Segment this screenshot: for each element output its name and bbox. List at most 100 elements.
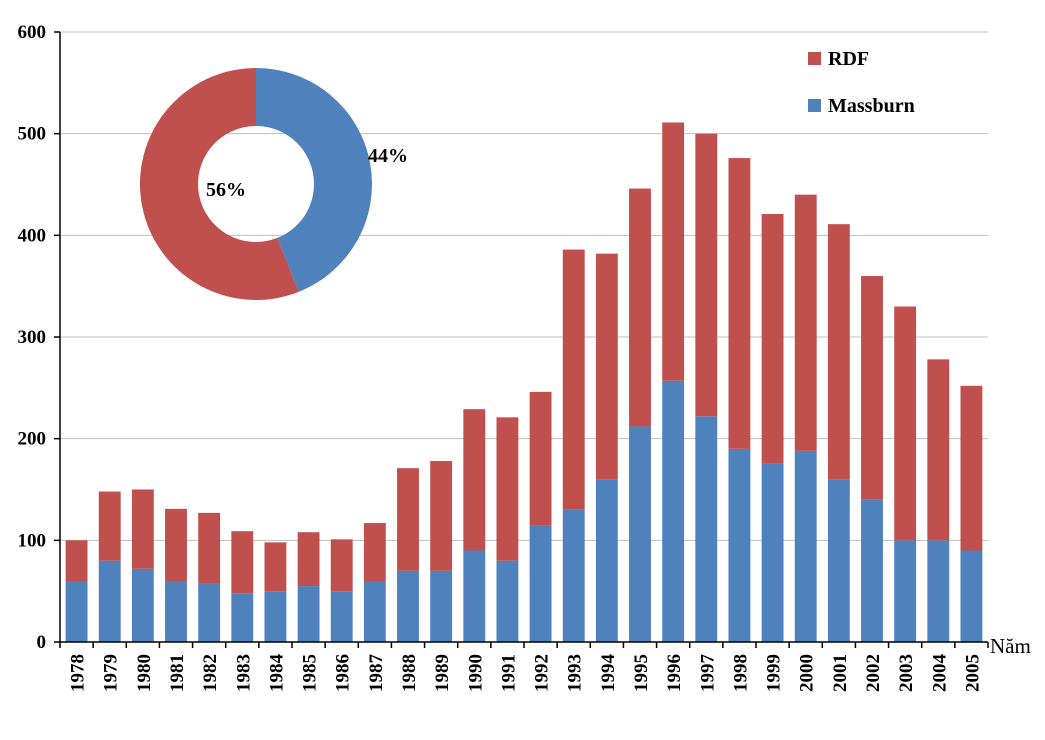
bar-rdf-2001 bbox=[827, 224, 850, 480]
x-tick-label: 1978 bbox=[68, 654, 89, 692]
x-tick-label: 1983 bbox=[233, 654, 254, 692]
x-tick-label: 1998 bbox=[730, 654, 751, 692]
x-tick-label: 2000 bbox=[797, 654, 818, 692]
donut-label-rdf: 56% bbox=[206, 179, 246, 201]
bar-rdf-1996 bbox=[662, 122, 685, 381]
x-tick-label: 1987 bbox=[366, 654, 387, 693]
bar-rdf-1981 bbox=[165, 508, 187, 581]
x-tick-label: 1999 bbox=[764, 654, 785, 692]
bar-massburn-1981 bbox=[165, 581, 187, 642]
bar-massburn-1989 bbox=[430, 570, 453, 642]
bar-massburn-1993 bbox=[562, 509, 585, 642]
bar-rdf-1999 bbox=[761, 213, 784, 464]
bar-rdf-1985 bbox=[297, 532, 320, 587]
bar-rdf-2003 bbox=[894, 306, 917, 541]
x-tick-label: 1990 bbox=[465, 654, 486, 692]
bar-rdf-1998 bbox=[728, 158, 751, 449]
y-tick-label: 500 bbox=[18, 124, 47, 145]
bar-massburn-1980 bbox=[131, 568, 154, 642]
legend: RDF Massburn bbox=[808, 48, 915, 117]
bar-rdf-1995 bbox=[629, 188, 651, 427]
bar-rdf-1989 bbox=[430, 461, 453, 571]
x-tick-label: 1997 bbox=[697, 654, 718, 693]
bar-rdf-1993 bbox=[562, 249, 585, 510]
bar-massburn-2000 bbox=[794, 450, 817, 642]
bar-massburn-1988 bbox=[397, 570, 419, 642]
bar-massburn-1984 bbox=[264, 591, 287, 642]
x-tick-label: 1992 bbox=[532, 654, 553, 692]
donut-slice-massburn bbox=[256, 68, 372, 292]
bar-massburn-2005 bbox=[960, 550, 983, 642]
x-tick-label: 2003 bbox=[896, 654, 917, 692]
legend-swatch-rdf bbox=[808, 52, 821, 65]
bar-rdf-1990 bbox=[463, 409, 486, 551]
legend-label-rdf: RDF bbox=[828, 48, 869, 70]
bar-massburn-1991 bbox=[496, 560, 519, 642]
bar-massburn-2001 bbox=[827, 479, 850, 642]
legend-label-massburn: Massburn bbox=[828, 95, 915, 117]
bar-rdf-2004 bbox=[927, 359, 950, 541]
bar-rdf-1980 bbox=[131, 489, 154, 569]
bar-massburn-1997 bbox=[695, 416, 718, 642]
bar-massburn-1979 bbox=[98, 560, 121, 642]
bar-massburn-1998 bbox=[728, 448, 751, 642]
x-tick-label: 2002 bbox=[863, 654, 884, 692]
bar-rdf-1982 bbox=[198, 512, 221, 584]
bar-rdf-1978 bbox=[65, 540, 88, 581]
x-tick-label: 1981 bbox=[167, 654, 188, 692]
bar-massburn-1982 bbox=[198, 583, 221, 642]
bar-massburn-1994 bbox=[595, 479, 618, 642]
x-tick-label: 1979 bbox=[101, 654, 122, 692]
bar-rdf-1992 bbox=[529, 391, 552, 526]
x-tick-labels: 1978 1979 1980 1981 1982 1983 1984 1985 1986 1987… bbox=[59, 642, 989, 693]
bar-massburn-1983 bbox=[231, 593, 254, 642]
donut-chart: 44% 56% bbox=[140, 68, 408, 300]
bar-rdf-1987 bbox=[363, 523, 386, 581]
x-tick-label: 1980 bbox=[134, 654, 155, 692]
bar-massburn-2004 bbox=[927, 540, 950, 642]
x-tick-label: 1985 bbox=[300, 654, 321, 692]
x-tick-label: 2001 bbox=[830, 654, 851, 692]
bar-rdf-1979 bbox=[98, 491, 121, 561]
bar-rdf-1997 bbox=[695, 133, 718, 417]
bar-rdf-1984 bbox=[264, 542, 287, 592]
donut-label-massburn: 44% bbox=[368, 145, 408, 167]
x-tick-label: 1989 bbox=[432, 654, 453, 692]
y-tick-label: 300 bbox=[18, 327, 47, 348]
legend-swatch-massburn bbox=[808, 99, 821, 112]
x-axis-title: Năm bbox=[990, 634, 1031, 658]
bar-massburn-1978 bbox=[65, 581, 88, 642]
x-tick-label: 1993 bbox=[565, 654, 586, 692]
y-tick-label: 0 bbox=[37, 632, 47, 653]
bar-rdf-2005 bbox=[960, 385, 983, 551]
x-tick-label: 2004 bbox=[929, 654, 950, 693]
bar-rdf-1983 bbox=[231, 531, 254, 594]
bar-rdf-1991 bbox=[496, 417, 519, 561]
x-tick-label: 1996 bbox=[664, 654, 685, 692]
x-tick-label: 1982 bbox=[200, 654, 221, 692]
x-tick-label: 1991 bbox=[498, 654, 519, 692]
bar-rdf-1988 bbox=[397, 468, 419, 571]
x-tick-label: 1988 bbox=[399, 654, 420, 692]
bar-massburn-1999 bbox=[761, 463, 784, 642]
bar-rdf-2000 bbox=[794, 194, 817, 451]
x-tick-label: 1984 bbox=[266, 654, 287, 693]
bar-massburn-1992 bbox=[529, 525, 552, 642]
bar-massburn-1996 bbox=[662, 380, 685, 642]
bar-massburn-1986 bbox=[330, 591, 353, 642]
bar-rdf-1986 bbox=[330, 539, 353, 592]
y-tick-label: 400 bbox=[18, 225, 47, 246]
y-tick-labels: 0 100 200 300 400 500 600 bbox=[18, 22, 60, 653]
bar-rdf-1994 bbox=[595, 253, 618, 480]
bar-rdf-2002 bbox=[861, 276, 883, 500]
x-tick-label: 1994 bbox=[598, 654, 619, 693]
y-tick-label: 600 bbox=[18, 22, 47, 43]
bar-series bbox=[65, 122, 983, 642]
donut-slice-rdf bbox=[140, 68, 299, 300]
x-tick-label: 1995 bbox=[631, 654, 652, 692]
x-tick-label: 2005 bbox=[962, 654, 983, 692]
x-tick-label: 1986 bbox=[333, 654, 354, 692]
bar-massburn-1990 bbox=[463, 550, 486, 642]
bar-massburn-2002 bbox=[861, 499, 883, 642]
